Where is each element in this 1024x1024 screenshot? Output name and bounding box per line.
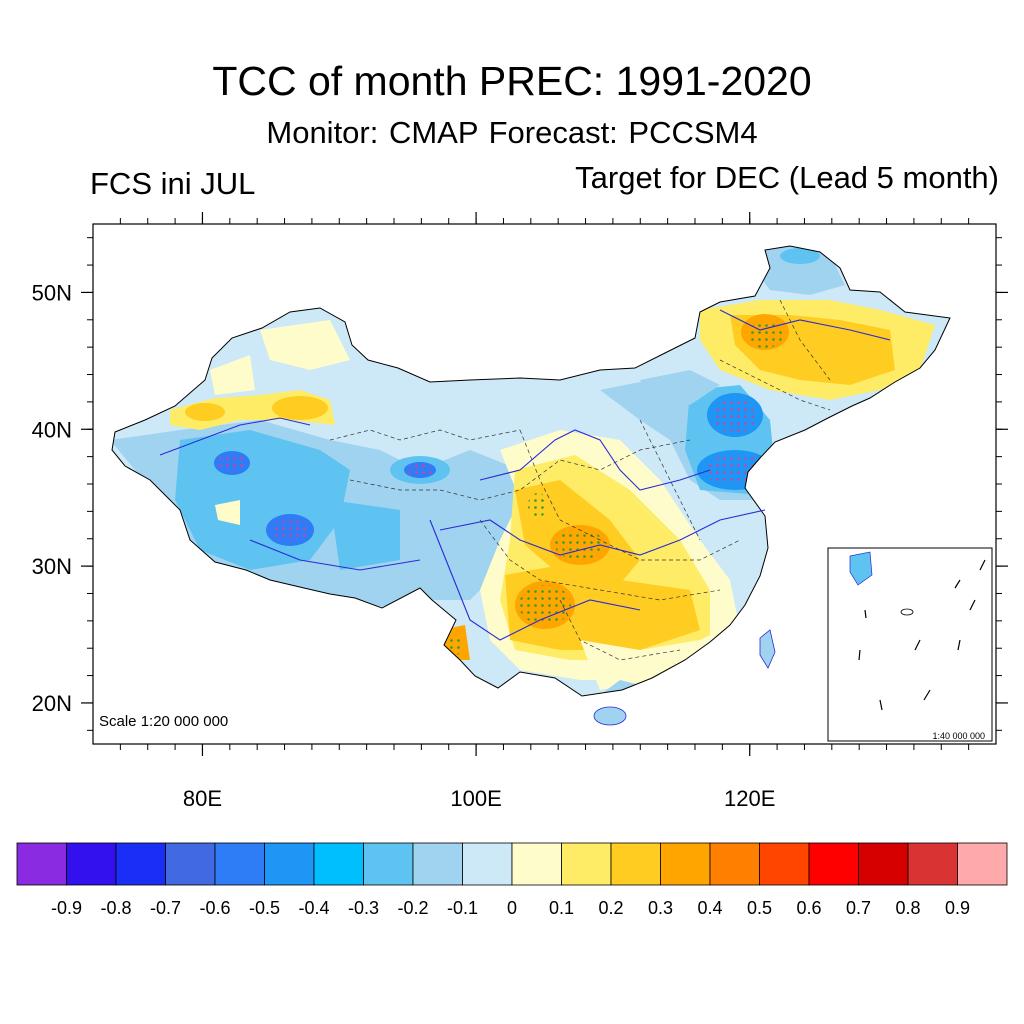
colorbar-swatch xyxy=(511,842,562,886)
colorbar-label: 0.2 xyxy=(598,898,623,918)
colorbar-swatch xyxy=(165,842,216,886)
colorbar-label: 0.9 xyxy=(945,898,970,918)
colorbar-swatch xyxy=(709,842,760,886)
hainan-island xyxy=(593,706,627,726)
colorbar-swatch xyxy=(957,842,1008,886)
colorbar-label: -0.5 xyxy=(249,898,280,918)
colorbar-swatch xyxy=(115,842,166,886)
colorbar-swatch xyxy=(264,842,315,886)
taiwan-island xyxy=(759,629,776,669)
lon-tick-label: 120E xyxy=(724,786,775,811)
colorbar-label: -0.9 xyxy=(51,898,82,918)
colorbar-label: -0.1 xyxy=(447,898,478,918)
rivers xyxy=(159,309,891,641)
lat-tick-label: 50N xyxy=(32,280,72,305)
colorbar-label: 0.3 xyxy=(648,898,673,918)
colorbar-label: -0.4 xyxy=(298,898,329,918)
colorbar-swatch xyxy=(16,842,67,886)
colorbar-swatch xyxy=(462,842,513,886)
lat-tick-label: 30N xyxy=(32,554,72,579)
colorbar-label: 0.7 xyxy=(846,898,871,918)
right-label: Target for DEC (Lead 5 month) xyxy=(575,160,999,195)
colorbar-label: -0.8 xyxy=(100,898,131,918)
colorbar: -0.9 -0.8 -0.7 -0.6 -0.5 -0.4 -0.3 -0.2 -0.1 0 0.1… xyxy=(16,842,1008,918)
colorbar-label: 0.4 xyxy=(697,898,722,918)
figure-subtitle: Monitor: CMAP Forecast: PCCSM4 xyxy=(266,115,758,150)
colorbar-swatch xyxy=(808,842,859,886)
colorbar-swatch xyxy=(660,842,711,886)
colorbar-swatch xyxy=(561,842,612,886)
colorbar-label: 0 xyxy=(507,898,517,918)
colorbar-label: -0.7 xyxy=(150,898,181,918)
colorbar-swatch xyxy=(412,842,463,886)
colorbar-swatch xyxy=(759,842,810,886)
inset-scale-label: 1:40 000 000 xyxy=(932,731,985,741)
colorbar-swatch xyxy=(214,842,265,886)
colorbar-label: 0.5 xyxy=(747,898,772,918)
lat-tick-label: 40N xyxy=(32,417,72,442)
colorbar-swatch xyxy=(363,842,414,886)
colorbar-label: 0.6 xyxy=(796,898,821,918)
colorbar-swatch xyxy=(907,842,958,886)
colorbar-label: 0.8 xyxy=(895,898,920,918)
map-scale-label: Scale 1:20 000 000 xyxy=(99,713,228,730)
colorbar-label: 0.1 xyxy=(549,898,574,918)
colorbar-swatch xyxy=(610,842,661,886)
colorbar-label: -0.3 xyxy=(348,898,379,918)
colorbar-swatch xyxy=(858,842,909,886)
lat-tick-label: 20N xyxy=(32,691,72,716)
country-outline xyxy=(111,245,951,697)
province-boundaries xyxy=(329,299,831,661)
colorbar-label: -0.2 xyxy=(397,898,428,918)
colorbar-swatch xyxy=(313,842,364,886)
left-label: FCS ini JUL xyxy=(90,166,256,201)
colorbar-swatch xyxy=(66,842,117,886)
colorbar-label: -0.6 xyxy=(199,898,230,918)
figure-title: TCC of month PREC: 1991-2020 xyxy=(212,58,812,104)
lon-tick-label: 100E xyxy=(450,786,501,811)
map-axes: 50N 40N 30N 20N 80E 100E 120E xyxy=(32,212,1008,811)
lon-tick-label: 80E xyxy=(183,786,222,811)
south-china-sea-inset: 1:40 000 000 xyxy=(827,547,993,742)
